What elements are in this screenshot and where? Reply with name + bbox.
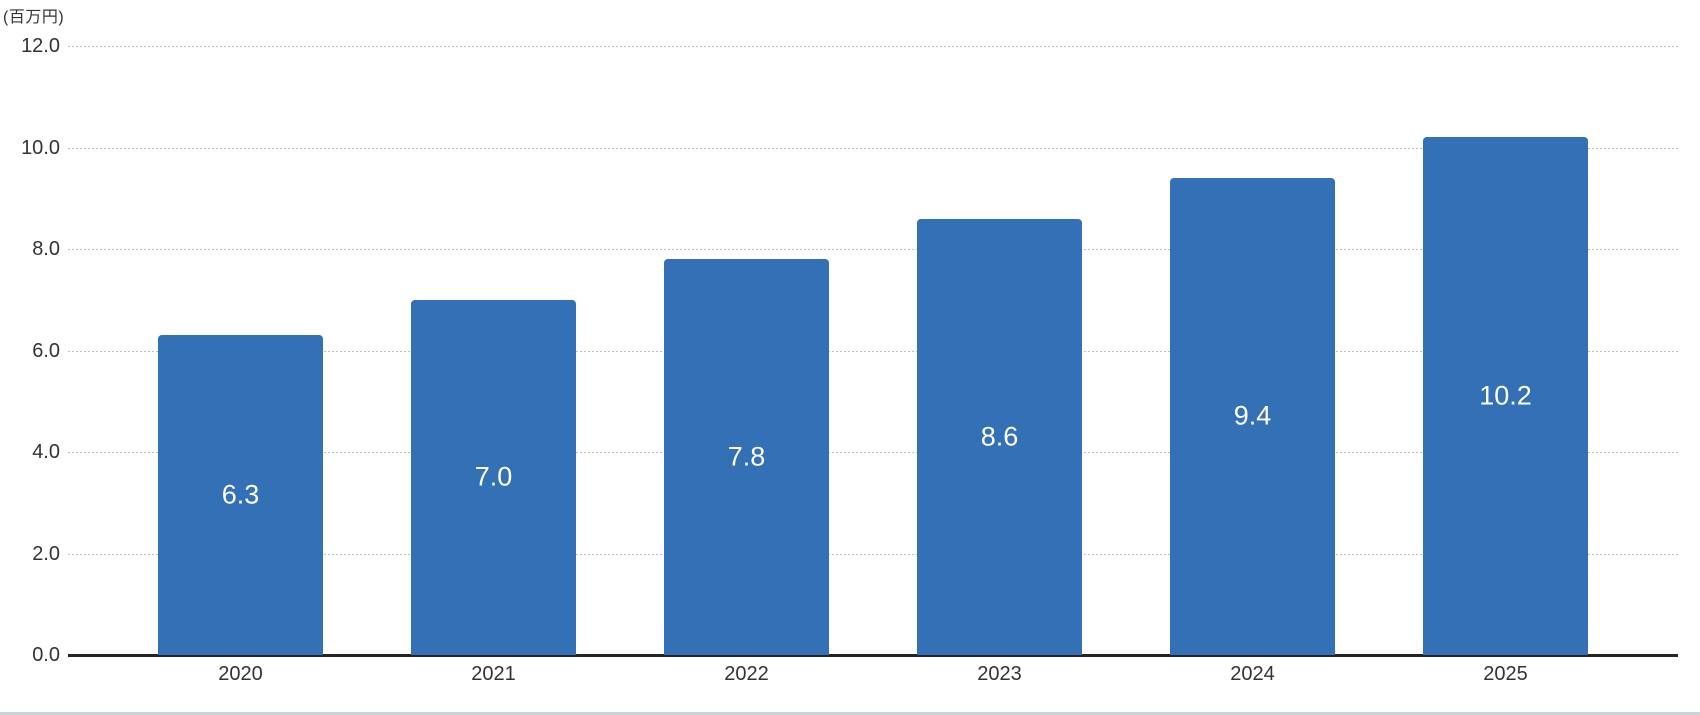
bar-value-label-2020: 6.3: [221, 479, 260, 510]
bar-value-label-2022: 7.8: [727, 441, 766, 472]
bar-value-label-2025: 10.2: [1479, 380, 1532, 411]
y-axis-tick-label-12.0: 12.0: [21, 35, 60, 57]
bar-2021: 7.0: [411, 299, 576, 655]
y-axis-tick-label-6.0: 6.0: [32, 339, 60, 362]
y-axis-tick-label-10.0: 10.0: [21, 136, 60, 159]
x-axis-label-2022: 2022: [724, 663, 769, 685]
y-axis-tick-label-2.0: 2.0: [32, 542, 60, 565]
page-bottom-divider: [0, 712, 1700, 715]
y-axis-tick-label-8.0: 8.0: [32, 238, 60, 260]
y-axis: 0.0 2.0 4.0 6.0 8.0 10.0 12.0: [0, 35, 60, 666]
y-axis-tick-label-4.0: 4.0: [32, 441, 60, 463]
gridline-6.0: [68, 350, 1678, 352]
bar-2024: 9.4: [1170, 177, 1335, 655]
gridline-12.0: [68, 46, 1678, 47]
bar-value-label-2024: 9.4: [1233, 400, 1272, 431]
x-axis-label-2023: 2023: [977, 663, 1022, 685]
bar-2022: 7.8: [664, 259, 829, 655]
x-axis-label-2025: 2025: [1483, 663, 1528, 685]
bar-2025: 10.2: [1423, 137, 1588, 655]
x-axis: 2020 2021 2022 2023 2024 2025: [68, 661, 1678, 691]
x-axis-label-2024: 2024: [1230, 663, 1275, 685]
gridline-2.0: [68, 553, 1678, 555]
plot-area: 6.3 7.0 7.8 8.6 9.4 10.2: [68, 46, 1678, 657]
y-axis-tick-label-0.0: 0.0: [32, 644, 60, 666]
gridline-10.0: [68, 147, 1678, 149]
bar-2020: 6.3: [158, 335, 323, 655]
bar-2023: 8.6: [917, 218, 1082, 655]
x-axis-label-2020: 2020: [218, 663, 263, 685]
gridline-8.0: [68, 249, 1678, 250]
x-axis-label-2021: 2021: [471, 663, 516, 685]
bar-value-label-2021: 7.0: [474, 461, 513, 492]
gridline-4.0: [68, 452, 1678, 453]
bar-value-label-2023: 8.6: [980, 421, 1019, 452]
x-axis-line: [68, 654, 1678, 657]
y-axis-unit-label: (百万円): [3, 9, 65, 26]
